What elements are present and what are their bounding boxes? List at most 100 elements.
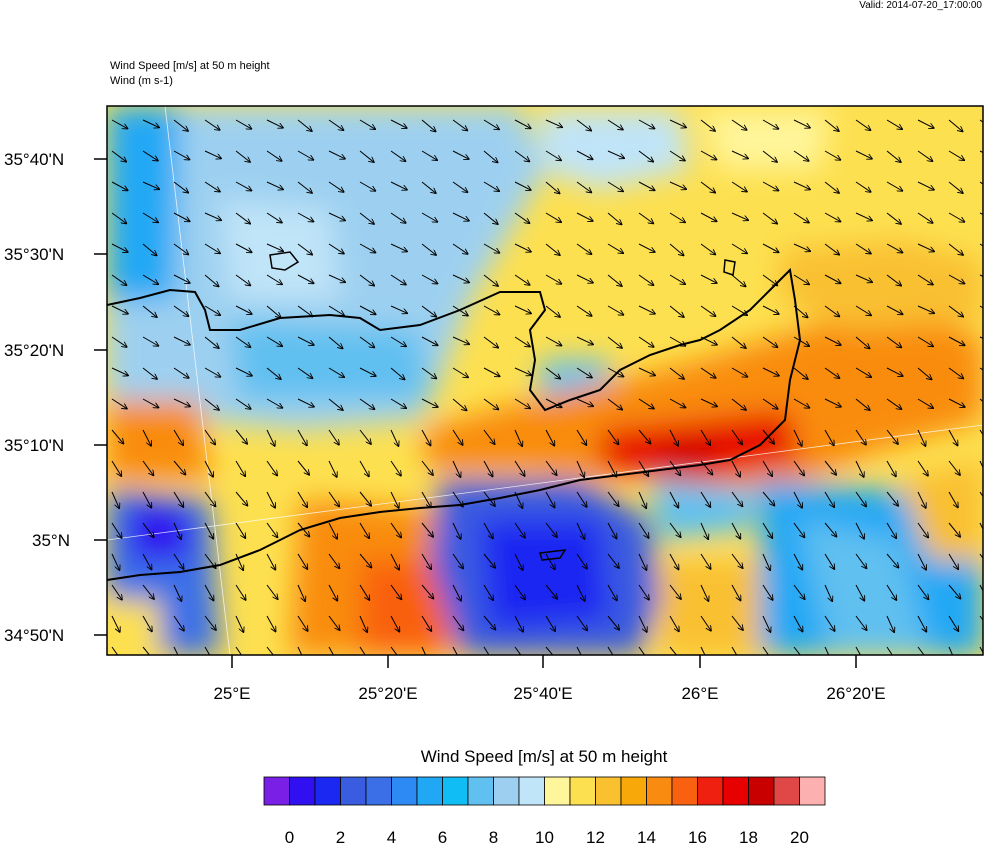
wind-arrow: [545, 491, 555, 508]
wind-arrow: [390, 212, 406, 223]
wind-arrow: [700, 553, 711, 569]
lat-label: 35°10'N: [4, 436, 65, 455]
wind-arrow: [607, 305, 624, 315]
wind-arrow: [204, 584, 214, 601]
wind-arrow: [421, 615, 432, 631]
wind-arrow: [824, 305, 840, 317]
wind-arrow: [297, 398, 314, 407]
wind-arrow: [886, 522, 896, 538]
wind-arrow: [917, 553, 926, 570]
wind-arrow: [204, 491, 216, 507]
wind-arrow: [514, 584, 525, 600]
wind-arrow: [328, 553, 340, 569]
wind-arrow: [948, 119, 963, 132]
wind-arrow: [266, 491, 275, 508]
wind-arrow: [111, 522, 122, 538]
wind-arrow: [111, 181, 128, 191]
wind-arrow: [824, 615, 835, 631]
wind-arrow: [111, 336, 127, 347]
wind-arrow: [142, 243, 157, 256]
wind-arrow: [545, 305, 560, 317]
wind-arrow: [452, 243, 468, 254]
wind-arrow: [886, 429, 898, 444]
wind-arrow: [762, 522, 773, 538]
wind-arrow: [762, 429, 774, 444]
wind-arrow: [669, 398, 686, 408]
wind-arrow: [793, 336, 809, 346]
wind-arrow: [483, 243, 500, 253]
wind-arrow: [142, 212, 158, 223]
wind-arrow: [762, 119, 779, 129]
wind-arrow: [576, 615, 587, 631]
wind-arrow: [111, 398, 127, 409]
wind-arrow: [483, 336, 498, 348]
wind-arrow: [173, 460, 186, 475]
wind-arrow: [328, 398, 343, 410]
wind-arrow: [266, 429, 275, 446]
wind-arrow: [700, 522, 708, 539]
wind-arrow: [266, 460, 277, 476]
wind-arrow: [111, 367, 128, 376]
wind-arrow: [204, 212, 221, 220]
wind-arrow: [576, 150, 593, 160]
wind-arrow: [731, 367, 748, 377]
wind-arrow: [173, 150, 190, 160]
wind-arrow: [948, 150, 964, 160]
wind-arrow: [204, 181, 220, 192]
wind-arrow: [979, 553, 983, 560]
wind-arrow: [297, 119, 312, 131]
wind-arrow: [700, 429, 710, 445]
wind-arrow: [855, 212, 872, 221]
wind-arrow: [917, 584, 929, 600]
wind-arrow: [886, 584, 897, 600]
wind-arrow: [483, 615, 496, 630]
wind-arrow: [576, 491, 587, 507]
wind-arrow: [142, 615, 152, 632]
wind-arrow: [638, 615, 647, 632]
wind-arrow: [390, 584, 402, 600]
wind-arrow: [204, 150, 221, 159]
wind-arrow: [669, 305, 684, 317]
lat-label: 35°N: [32, 531, 70, 550]
wind-arrow: [421, 429, 431, 446]
wind-arrow: [545, 584, 557, 599]
wind-arrow: [142, 367, 157, 379]
wind-arrow: [328, 274, 345, 282]
wind-arrow: [638, 119, 655, 129]
wind-arrow: [514, 398, 530, 409]
wind-arrow: [173, 553, 184, 569]
wind-arrow: [762, 243, 779, 253]
colorbar-label: 10: [535, 828, 554, 847]
wind-arrow: [142, 522, 154, 537]
wind-arrow: [514, 553, 523, 570]
wind-arrow: [886, 553, 899, 568]
wind-arrow: [731, 212, 748, 220]
wind-arrow: [824, 274, 841, 284]
wind-arrow: [576, 646, 582, 655]
wind-arrow: [948, 181, 963, 193]
wind-arrow: [855, 119, 871, 130]
map-subtitle: Wind (m s-1): [110, 75, 173, 87]
wind-arrow: [545, 615, 555, 631]
wind-arrow: [421, 398, 438, 407]
wind-arrow: [452, 181, 468, 192]
wind-arrow: [824, 181, 839, 193]
wind-arrow: [886, 181, 903, 191]
wind-arrow: [111, 615, 120, 632]
wind-arrow: [793, 150, 809, 161]
wind-arrow: [948, 429, 958, 446]
wind-arrow: [266, 367, 281, 379]
wind-arrow: [173, 336, 190, 345]
wind-arrow: [390, 398, 406, 408]
wind-arrow: [700, 119, 715, 131]
wind-arrow: [483, 522, 493, 539]
wind-arrow: [793, 274, 809, 285]
wind-arrow: [824, 212, 841, 222]
wind-arrow: [235, 305, 252, 314]
wind-arrow: [793, 615, 803, 632]
wind-arrow: [855, 398, 870, 410]
wind-arrow: [638, 274, 654, 285]
wind-arrow: [142, 119, 159, 128]
wind-arrow: [483, 305, 500, 315]
wind-arrow: [793, 212, 809, 223]
